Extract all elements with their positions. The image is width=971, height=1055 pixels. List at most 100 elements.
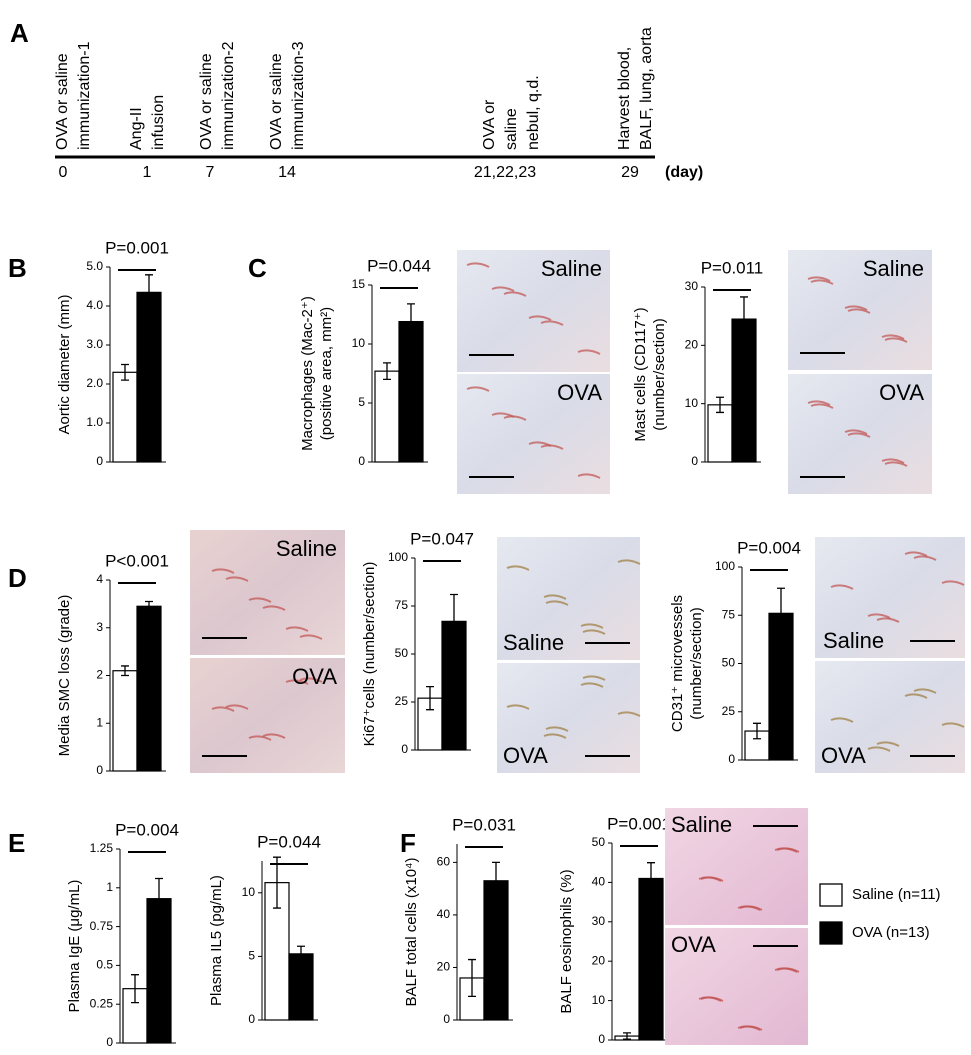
micrograph	[815, 661, 965, 773]
bar	[768, 612, 794, 761]
y-axis-label: (positive area, mm²)	[318, 307, 335, 440]
tissue-streak	[225, 704, 249, 710]
timeline-event: immunization-1	[76, 41, 93, 150]
y-tick-label: 0	[728, 752, 735, 766]
y-tick-label: 75	[395, 598, 409, 612]
y-tick-label: 10	[685, 396, 699, 410]
timeline-event: Harvest blood,	[616, 47, 633, 150]
tissue-streak	[884, 461, 908, 467]
micrograph-label: Saline	[863, 256, 924, 281]
panel-label: A	[10, 18, 29, 48]
timeline-event: saline	[503, 108, 520, 150]
p-value: P=0.001	[105, 238, 169, 257]
y-tick-label: 20	[685, 338, 699, 352]
y-axis-label: Ki67⁺cells (number/section)	[361, 562, 378, 747]
error-bar	[426, 685, 434, 711]
p-value: P=0.031	[452, 815, 516, 834]
y-tick-label: 25	[395, 694, 409, 708]
tissue-streak	[225, 576, 249, 582]
tissue-streak	[248, 735, 272, 741]
tissue-streak	[881, 458, 905, 464]
y-tick-label: 5.0	[86, 259, 103, 273]
y-tick-label: 15	[352, 277, 366, 291]
timeline-day: 29	[621, 164, 639, 181]
timeline-event: nebul, q.d.	[525, 75, 542, 150]
timeline-day: 14	[278, 164, 296, 181]
y-axis-label: Plasma IgE (μg/mL)	[66, 880, 83, 1013]
y-tick-label: 0.75	[90, 919, 114, 933]
panel-label: E	[8, 828, 25, 858]
tissue-streak	[807, 276, 831, 282]
error-bar	[450, 593, 458, 622]
tissue-streak	[545, 600, 569, 606]
tissue-streak	[543, 733, 567, 739]
p-value: P=0.047	[410, 529, 474, 548]
bar	[112, 670, 138, 772]
bar	[136, 605, 162, 772]
tissue-streak	[466, 386, 490, 392]
timeline-event: OVA or saline	[198, 53, 215, 150]
timeline-event: Ang-II	[128, 107, 145, 150]
error-bar	[131, 974, 139, 1004]
tissue-streak	[810, 279, 834, 285]
timeline-day: 1	[143, 164, 152, 181]
micrograph	[815, 537, 965, 658]
tissue-streak	[299, 677, 323, 683]
timeline-day: 21,22,23	[474, 164, 536, 181]
y-tick-label: 60	[437, 855, 451, 869]
y-axis-label: Aortic diameter (mm)	[56, 294, 73, 434]
error-bar	[407, 303, 415, 322]
bar	[638, 877, 664, 1041]
tissue-streak	[582, 675, 606, 681]
tissue-streak	[211, 568, 235, 574]
y-tick-label: 3	[96, 620, 103, 634]
tissue-streak	[884, 337, 908, 343]
tissue-streak	[830, 717, 854, 723]
y-tick-label: 4.0	[86, 298, 103, 312]
tissue-streak	[847, 432, 871, 438]
tissue-streak	[262, 733, 286, 739]
y-tick-label: 0	[96, 454, 103, 468]
timeline-event: OVA or saline	[268, 53, 285, 150]
timeline-event: immunization-2	[220, 41, 237, 150]
error-bar	[716, 396, 724, 414]
tissue-streak	[285, 626, 309, 632]
error-bar	[121, 665, 129, 677]
bar	[731, 318, 757, 463]
tissue-streak	[698, 876, 722, 882]
p-value: P=0.011	[701, 258, 764, 277]
y-tick-label: 20	[437, 960, 451, 974]
tissue-streak	[491, 286, 515, 292]
bar	[483, 880, 509, 1021]
bar	[398, 320, 424, 463]
y-axis-label: Macrophages (Mac-2⁺)	[299, 296, 316, 451]
tissue-streak	[847, 308, 871, 314]
y-axis-label: (number/section)	[651, 318, 668, 431]
bar	[374, 370, 400, 463]
tissue-streak	[881, 334, 905, 340]
y-tick-label: 75	[722, 607, 736, 621]
y-axis-label: Media SMC loss (grade)	[56, 595, 73, 757]
micrograph-label: OVA	[503, 743, 548, 768]
micrograph-label: OVA	[292, 664, 337, 689]
tissue-streak	[503, 291, 527, 297]
tissue-streak	[876, 741, 900, 747]
y-tick-label: 0	[401, 742, 408, 756]
timeline-event: immunization-3	[290, 41, 307, 150]
tissue-streak	[466, 262, 490, 268]
micrograph-label: OVA	[821, 743, 866, 768]
tissue-streak	[941, 722, 965, 728]
timeline-day: 0	[59, 164, 68, 181]
micrograph-label: Saline	[276, 536, 337, 561]
tissue-streak	[506, 565, 530, 571]
timeline-event: OVA or saline	[54, 53, 71, 150]
y-tick-label: 0	[358, 454, 365, 468]
bar	[288, 953, 314, 1021]
tissue-streak	[867, 613, 891, 619]
timeline-event: BALF, lung, aorta	[638, 27, 655, 150]
tissue-streak	[580, 623, 604, 629]
y-axis-label: (number/section)	[688, 607, 705, 720]
bar	[264, 882, 290, 1021]
micrograph-label: OVA	[879, 380, 924, 405]
bar	[441, 620, 467, 751]
